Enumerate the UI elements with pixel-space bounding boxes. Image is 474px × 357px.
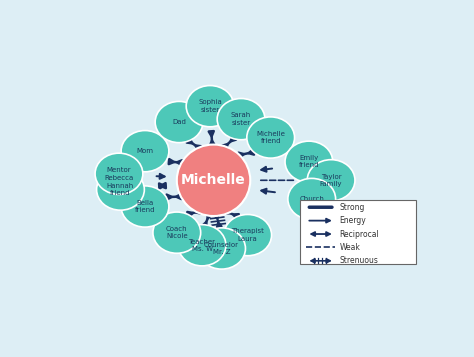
Text: Church: Church xyxy=(299,196,324,202)
Text: Therapist
Laura: Therapist Laura xyxy=(231,228,264,242)
Text: Dad: Dad xyxy=(172,119,186,125)
Ellipse shape xyxy=(224,215,272,256)
Ellipse shape xyxy=(95,153,143,195)
Ellipse shape xyxy=(97,169,145,210)
Text: Coach
Nicole: Coach Nicole xyxy=(166,226,188,240)
Text: Energy: Energy xyxy=(339,216,366,225)
Text: Counselor
Mr. Z: Counselor Mr. Z xyxy=(204,242,239,255)
Text: Mentor
Rebecca: Mentor Rebecca xyxy=(104,167,134,181)
Text: Teacher
Ms. W: Teacher Ms. W xyxy=(189,238,216,252)
Text: Hannah
friend: Hannah friend xyxy=(107,183,134,196)
Text: Mom: Mom xyxy=(137,148,154,154)
Ellipse shape xyxy=(178,225,226,266)
Text: Michelle: Michelle xyxy=(181,173,246,187)
Text: Bella
friend: Bella friend xyxy=(135,200,155,213)
Text: Reciprocal: Reciprocal xyxy=(339,230,379,238)
Text: Sarah
sister: Sarah sister xyxy=(231,112,251,126)
Ellipse shape xyxy=(155,101,203,143)
FancyBboxPatch shape xyxy=(300,200,416,264)
Ellipse shape xyxy=(247,117,294,158)
Ellipse shape xyxy=(307,160,355,201)
Text: Emily
friend: Emily friend xyxy=(299,155,319,169)
Text: Strong: Strong xyxy=(339,203,365,212)
Ellipse shape xyxy=(285,141,333,182)
Ellipse shape xyxy=(153,212,201,253)
Ellipse shape xyxy=(198,228,246,269)
Text: Weak: Weak xyxy=(339,243,360,252)
Ellipse shape xyxy=(121,131,169,172)
Text: Strenuous: Strenuous xyxy=(339,256,378,265)
Ellipse shape xyxy=(177,145,250,216)
Text: Sophia
sister: Sophia sister xyxy=(198,99,222,113)
Text: Michelle
friend: Michelle friend xyxy=(256,131,285,144)
Text: Taylor
Family: Taylor Family xyxy=(320,174,342,187)
Ellipse shape xyxy=(121,186,169,227)
Ellipse shape xyxy=(288,178,336,220)
Ellipse shape xyxy=(186,86,234,127)
Ellipse shape xyxy=(217,99,265,140)
